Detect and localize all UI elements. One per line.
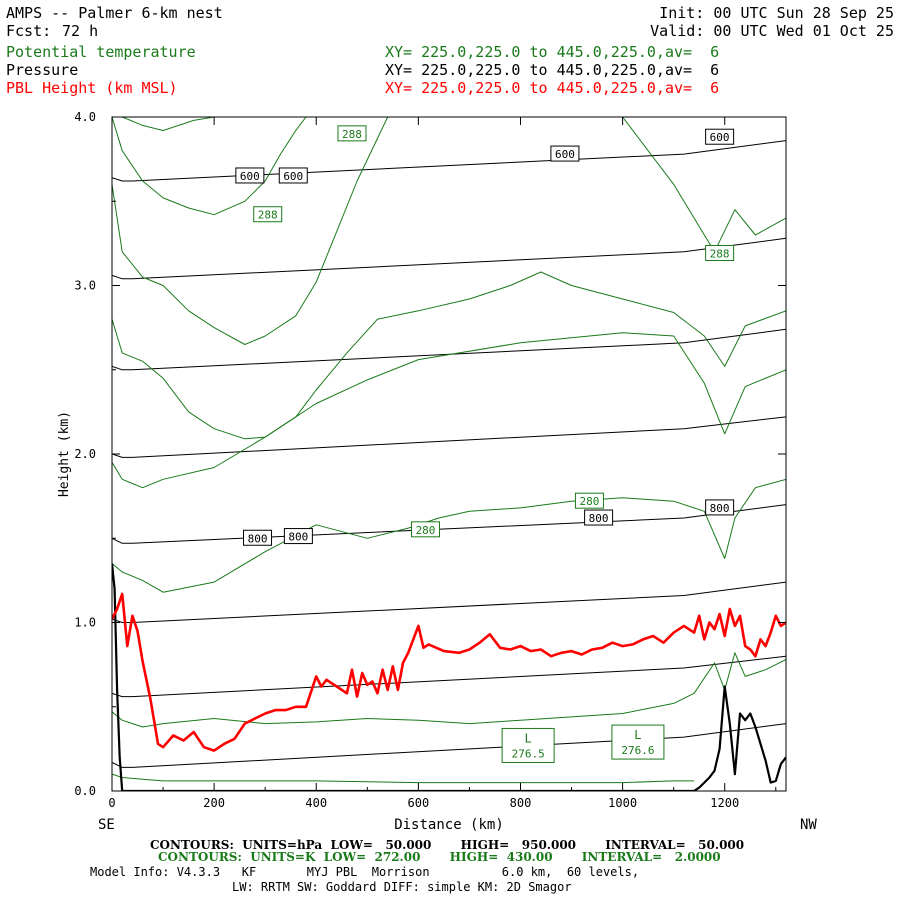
series-pressure-700-hpa — [112, 328, 786, 371]
low-center-marker: L 276.6 — [611, 724, 665, 760]
x-axis-title: Distance (km) — [394, 817, 504, 833]
svg-text:288: 288 — [710, 247, 730, 260]
footer-physics-info: LW: RRTM SW: Goddard DIFF: simple KM: 2D… — [232, 880, 572, 894]
series-theta-278-k — [112, 652, 786, 728]
series-pressure-650-hpa — [112, 237, 786, 280]
chart-title: AMPS -- Palmer 6-km nest — [6, 4, 223, 22]
series-pressure-800-hpa — [112, 504, 786, 544]
svg-text:L: L — [525, 731, 532, 745]
svg-text:800: 800 — [589, 512, 609, 525]
series-pressure-900-hpa — [112, 655, 786, 698]
series-pressure-850-hpa — [112, 581, 786, 623]
svg-text:800: 800 — [248, 532, 268, 545]
series-pressure-750-hpa — [112, 416, 786, 458]
field-theta-xy: XY= 225.0,225.0 to 445.0,225.0,av= 6 — [385, 43, 720, 61]
pressure-contour-label: 600 — [705, 128, 735, 145]
x-tick-label: 0 — [108, 796, 115, 810]
svg-text:800: 800 — [710, 502, 730, 515]
pressure-contour-label: 800 — [705, 499, 735, 516]
pressure-contour-label: 800 — [283, 528, 313, 545]
series-theta-282-k — [112, 332, 786, 489]
series-theta-284-k — [112, 271, 786, 440]
svg-text:600: 600 — [240, 170, 260, 183]
field-pressure-xy: XY= 225.0,225.0 to 445.0,225.0,av= 6 — [385, 61, 720, 79]
theta-contour-label: 288 — [337, 125, 367, 142]
svg-text:280: 280 — [579, 495, 599, 508]
series-theta-286-k — [112, 117, 786, 345]
series-theta-276-k — [112, 773, 695, 784]
field-theta-name: Potential temperature — [6, 43, 196, 61]
svg-text:288: 288 — [342, 128, 362, 141]
svg-text:800: 800 — [288, 531, 308, 544]
svg-text:276.5: 276.5 — [512, 747, 545, 760]
valid-time: Valid: 00 UTC Wed 01 Oct 25 — [650, 22, 894, 40]
footer-model-info: Model Info: V4.3.3 KF MYJ PBL Morrison 6… — [90, 865, 640, 879]
footer-theta-contours: CONTOURS: UNITS=K LOW= 272.00 HIGH= 430.… — [158, 850, 721, 864]
x-tick-label: 200 — [203, 796, 225, 810]
init-time: Init: 00 UTC Sun 28 Sep 25 — [659, 4, 894, 22]
pressure-contour-label: 600 — [278, 167, 308, 184]
forecast-label: Fcst: — [6, 22, 52, 40]
x-tick-label: 600 — [408, 796, 430, 810]
pressure-contour-label: 800 — [243, 529, 273, 546]
theta-contour-label: 288 — [705, 244, 735, 261]
theta-contour-label: 280 — [574, 492, 604, 509]
pressure-contour-label: 600 — [235, 167, 265, 184]
x-tick-label: 1200 — [710, 796, 739, 810]
svg-text:600: 600 — [710, 131, 730, 144]
series-terrain — [112, 563, 786, 791]
series-pressure-600-hpa — [112, 140, 786, 182]
series-pbl-height-km-msl — [112, 592, 786, 752]
svg-text:276.6: 276.6 — [621, 744, 654, 757]
forecast-hour: 72 h — [62, 22, 99, 40]
svg-text:600: 600 — [555, 148, 575, 161]
footer-pressure-contours: CONTOURS: UNITS=hPa LOW= 50.000 HIGH= 95… — [150, 838, 745, 852]
series-theta-288-k — [112, 117, 317, 216]
svg-text:L: L — [634, 728, 641, 742]
x-right-end-label: NW — [800, 817, 817, 833]
y-tick-label: 4.0 — [74, 110, 96, 124]
y-tick-label: 2.0 — [74, 447, 96, 461]
x-tick-label: 400 — [305, 796, 327, 810]
pressure-contour-label: 800 — [584, 509, 614, 526]
y-axis-title: Height (km) — [57, 411, 72, 497]
y-tick-label: 0.0 — [74, 784, 96, 798]
y-tick-label: 1.0 — [74, 616, 96, 630]
svg-text:280: 280 — [416, 524, 436, 537]
svg-text:288: 288 — [258, 209, 278, 222]
low-center-marker: L 276.5 — [501, 727, 555, 763]
plot-frame — [111, 116, 787, 792]
field-pbl-xy: XY= 225.0,225.0 to 445.0,225.0,av= 6 — [385, 79, 720, 97]
series-theta-280-k — [112, 478, 786, 593]
y-tick-label: 3.0 — [74, 279, 96, 293]
x-left-end-label: SE — [98, 817, 115, 833]
theta-contour-label: 280 — [411, 521, 441, 538]
series-theta-290-k — [112, 117, 215, 131]
x-tick-label: 1000 — [608, 796, 637, 810]
pressure-contour-label: 600 — [550, 145, 580, 162]
theta-contour-label: 288 — [253, 206, 283, 223]
svg-text:600: 600 — [283, 170, 303, 183]
series-pressure-950-hpa — [112, 723, 786, 768]
field-pbl-name: PBL Height (km MSL) — [6, 79, 178, 97]
field-pressure-name: Pressure — [6, 61, 79, 79]
x-tick-label: 800 — [510, 796, 532, 810]
